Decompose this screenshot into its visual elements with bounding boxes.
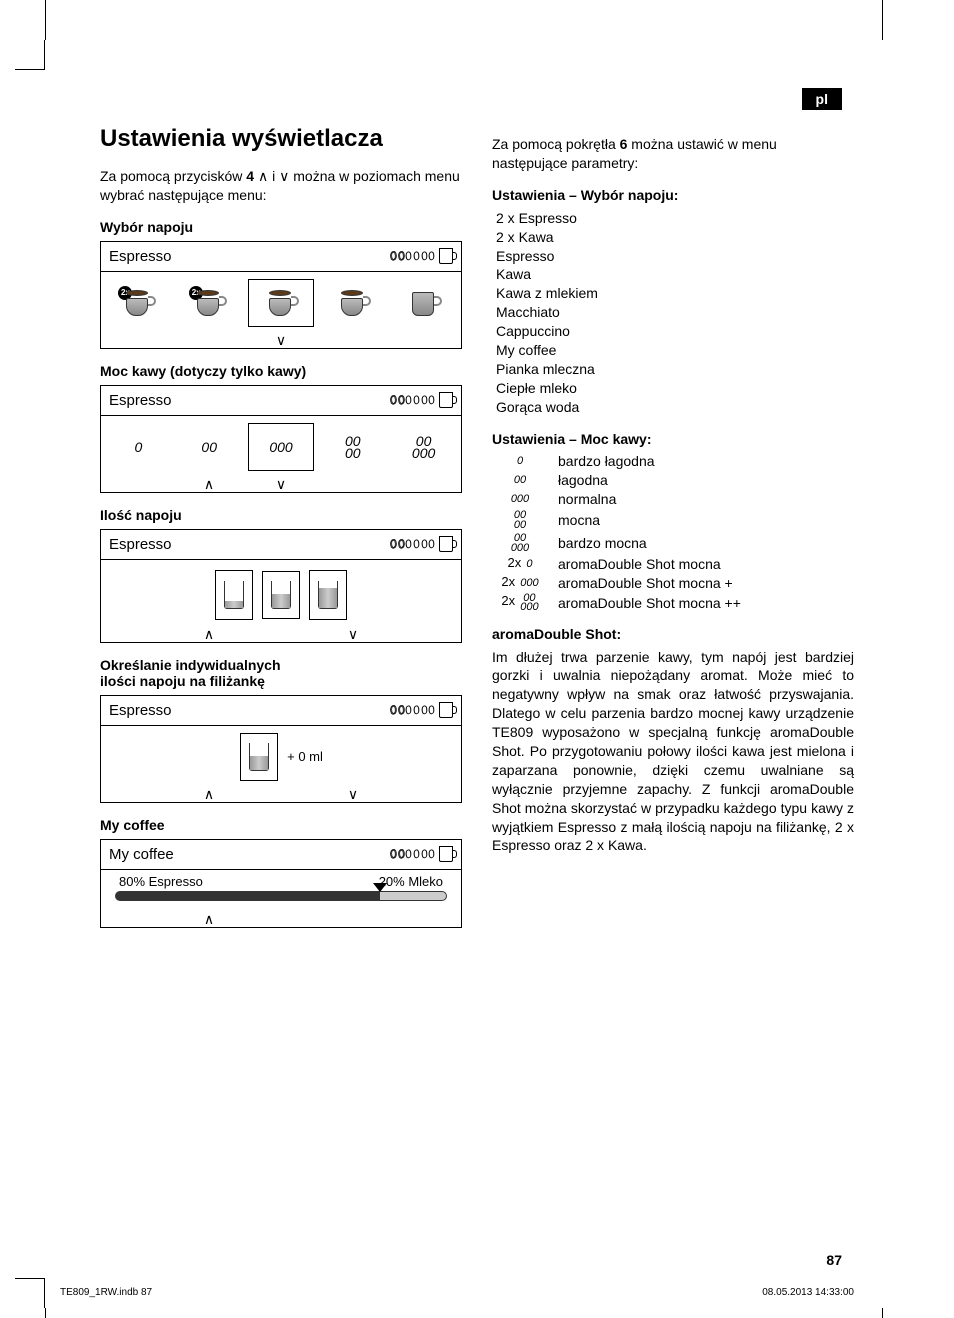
right-column: Za pomocą pokrętła 6 można ustawić w men…: [492, 125, 854, 936]
beans-indicator: 000000: [390, 703, 435, 717]
chevron-up-icon: ∧: [204, 786, 214, 802]
chevron-up-icon: ∧: [204, 476, 214, 492]
drink-option-selected: [248, 279, 315, 327]
language-tag: pl: [802, 88, 842, 110]
display-title: Espresso: [109, 392, 390, 409]
aroma-title: aromaDouble Shot:: [492, 626, 854, 642]
strength-label: mocna: [558, 512, 854, 528]
amount-option: [215, 570, 253, 620]
strength-label: aromaDouble Shot mocna: [558, 556, 854, 572]
display-drink-selection: Espresso 000000 2x 2x ∨: [100, 241, 462, 349]
amount-option-selected: [262, 571, 300, 619]
cup-icon: [439, 846, 453, 862]
section-amount-title: Ilość napoju: [100, 507, 462, 523]
bean-icon: 2x 0: [492, 558, 548, 569]
ratio-milk-label: 20% Mleko: [379, 874, 443, 889]
strength-option-selected: 000: [248, 423, 315, 471]
page-content: Ustawienia wyświetlacza Za pomocą przyci…: [0, 0, 954, 996]
list-item: Espresso: [496, 247, 854, 266]
page-title: Ustawienia wyświetlacza: [100, 125, 462, 153]
strength-label: normalna: [558, 491, 854, 507]
strength-label: aromaDouble Shot mocna +: [558, 575, 854, 591]
strength-label: bardzo łagodna: [558, 453, 854, 469]
display-title: Espresso: [109, 702, 390, 719]
display-title: My coffee: [109, 846, 390, 863]
drink-option: 2x: [105, 278, 172, 328]
section-mycoffee-title: My coffee: [100, 817, 462, 833]
bean-icon: 0: [492, 456, 548, 466]
bean-icon: 00: [492, 475, 548, 485]
list-item: Ciepłe mleko: [496, 379, 854, 398]
ratio-espresso-label: 80% Espresso: [119, 874, 203, 889]
bean-icon: 0000: [492, 510, 548, 530]
section-strength-title: Moc kawy (dotyczy tylko kawy): [100, 363, 462, 379]
slider-thumb-icon: [373, 883, 387, 892]
cup-icon: [439, 392, 453, 408]
strength-label: łagodna: [558, 472, 854, 488]
strength-table: 0 bardzo łagodna 00 łagodna 000 normalna 00…: [492, 453, 854, 612]
display-custom-amount: Espresso 000000 + 0 ml ∧ ∨: [100, 695, 462, 803]
right-intro: Za pomocą pokrętła 6 można ustawić w men…: [492, 135, 854, 173]
cup-icon: [439, 536, 453, 552]
chevron-down-icon: ∨: [276, 476, 286, 492]
cup-icon: [439, 248, 453, 264]
bean-icon: 2x 00000: [492, 594, 548, 612]
strength-option: 0: [105, 422, 172, 472]
chevron-up-icon: ∧: [204, 626, 214, 642]
beans-indicator: 000000: [390, 537, 435, 551]
drinks-list: 2 x Espresso 2 x Kawa Espresso Kawa Kawa…: [492, 209, 854, 417]
list-item: My coffee: [496, 341, 854, 360]
aroma-body: Im dłużej trwa parzenie kawy, tym napój …: [492, 648, 854, 856]
bean-icon: 00000: [492, 533, 548, 553]
list-item: Gorąca woda: [496, 398, 854, 417]
strength-label: bardzo mocna: [558, 535, 854, 551]
intro-paragraph: Za pomocą przycisków 4 ∧ i ∨ można w poz…: [100, 167, 462, 205]
list-item: Cappuccino: [496, 322, 854, 341]
list-item: 2 x Kawa: [496, 228, 854, 247]
beans-indicator: 000000: [390, 249, 435, 263]
custom-amount-glass: [240, 733, 278, 781]
bean-icon: 2x 000: [492, 577, 548, 588]
left-column: Ustawienia wyświetlacza Za pomocą przyci…: [100, 125, 462, 936]
list-item: 2 x Espresso: [496, 209, 854, 228]
chevron-down-icon: ∨: [348, 626, 358, 642]
chevron-up-icon: ∧: [204, 911, 214, 927]
section-drink-selection-title: Wybór napoju: [100, 219, 462, 235]
list-item: Kawa: [496, 265, 854, 284]
display-title: Espresso: [109, 248, 390, 265]
strength-list-title: Ustawienia – Moc kawy:: [492, 431, 854, 447]
bean-icon: 000: [492, 494, 548, 504]
list-item: Macchiato: [496, 303, 854, 322]
display-amount: Espresso 000000 ∧ ∨: [100, 529, 462, 643]
beans-indicator: 000000: [390, 393, 435, 407]
chevron-down-icon: ∨: [276, 332, 286, 348]
chevron-down-icon: ∨: [348, 786, 358, 802]
cup-icon: [439, 702, 453, 718]
drink-option: 2x: [176, 278, 243, 328]
drinks-list-title: Ustawienia – Wybór napoju:: [492, 187, 854, 203]
display-title: Espresso: [109, 536, 390, 553]
display-mycoffee: My coffee 000000 80% Espresso 20% Mleko …: [100, 839, 462, 928]
section-custom-amount-title: Określanie indywidualnychilości napoju n…: [100, 657, 462, 689]
display-strength: Espresso 000000 0 00 000 0000 00000 ∧ ∨: [100, 385, 462, 493]
strength-label: aromaDouble Shot mocna ++: [558, 595, 854, 611]
footer-filename: TE809_1RW.indb 87: [60, 1287, 152, 1298]
strength-option: 00: [176, 422, 243, 472]
list-item: Pianka mleczna: [496, 360, 854, 379]
beans-indicator: 000000: [390, 847, 435, 861]
drink-option: [390, 278, 457, 328]
footer-timestamp: 08.05.2013 14:33:00: [762, 1287, 854, 1298]
list-item: Kawa z mlekiem: [496, 284, 854, 303]
ml-label: + 0 ml: [287, 749, 323, 764]
strength-option: 00000: [390, 422, 457, 472]
drink-option: [319, 278, 386, 328]
amount-option: [309, 570, 347, 620]
page-number: 87: [826, 1252, 842, 1268]
ratio-slider: [101, 889, 461, 911]
strength-option: 0000: [319, 422, 386, 472]
